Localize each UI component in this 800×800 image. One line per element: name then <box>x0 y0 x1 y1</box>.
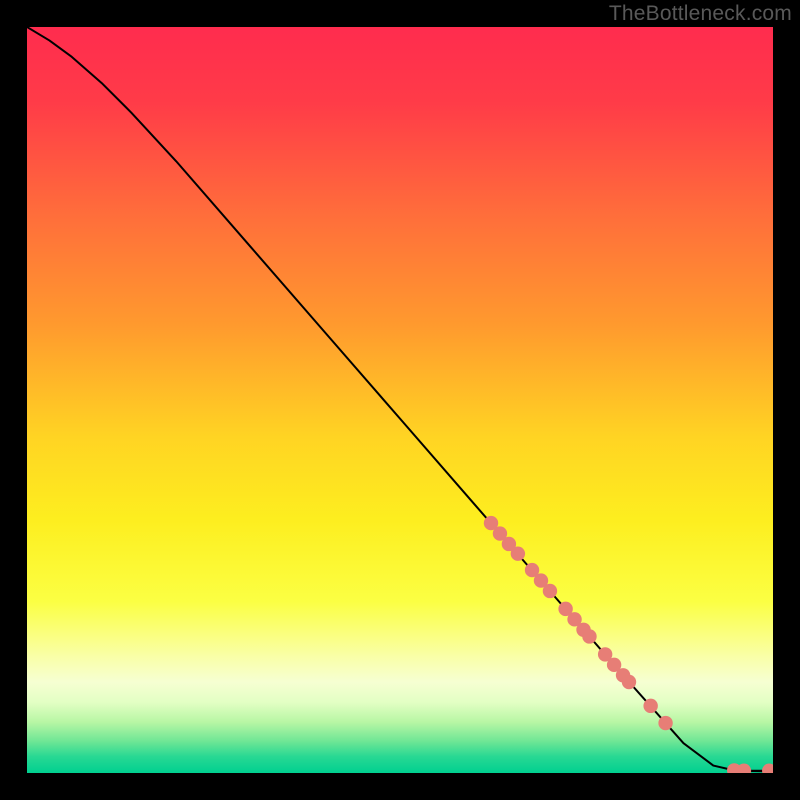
data-marker <box>582 629 596 643</box>
data-marker <box>511 546 525 560</box>
chart-container: TheBottleneck.com <box>0 0 800 800</box>
watermark-text: TheBottleneck.com <box>609 2 792 26</box>
plot-background <box>27 27 773 773</box>
data-marker <box>658 716 672 730</box>
data-marker <box>543 584 557 598</box>
chart-svg <box>0 0 800 800</box>
data-marker <box>643 699 657 713</box>
data-marker <box>622 675 636 689</box>
